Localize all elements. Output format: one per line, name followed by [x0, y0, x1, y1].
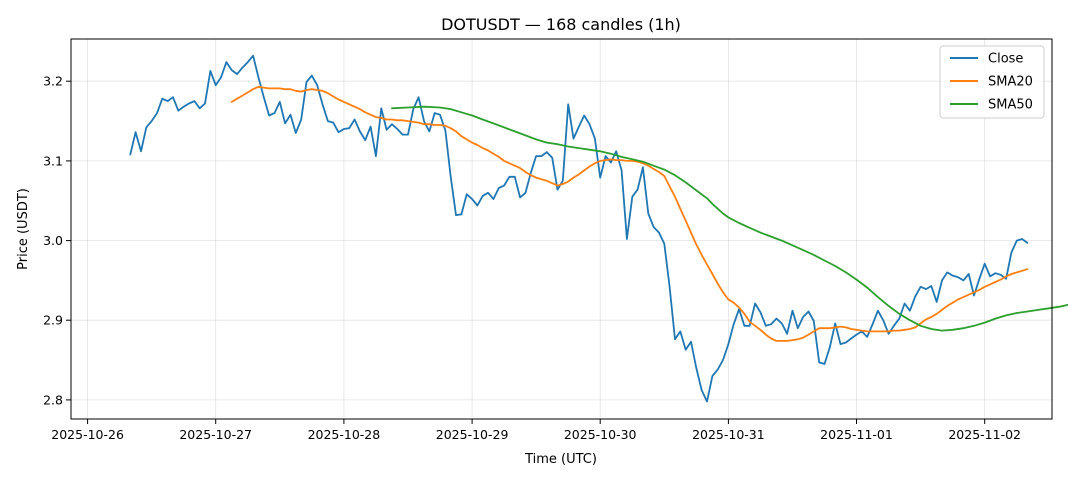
legend-sma20-label: SMA20	[988, 75, 1033, 90]
x-tick-label: 2025-10-31	[692, 427, 765, 442]
y-tick-label: 2.8	[43, 392, 63, 407]
x-tick-label: 2025-10-29	[436, 427, 509, 442]
x-tick-label: 2025-10-30	[564, 427, 637, 442]
series-line-sma20	[230, 85, 1029, 342]
series-line-sma50	[391, 105, 1068, 332]
plot-frame	[70, 38, 1053, 420]
series-lines	[129, 54, 1068, 403]
y-tick-label: 3.0	[43, 233, 63, 248]
legend-close-label: Close	[988, 52, 1023, 67]
x-axis-label: Time (UTC)	[524, 452, 597, 467]
x-tick-label: 2025-10-26	[51, 427, 124, 442]
chart-title: DOTUSDT — 168 candles (1h)	[441, 15, 681, 34]
grid-lines	[71, 39, 1052, 419]
y-tick-label: 3.2	[43, 74, 63, 89]
legend-sma50-label: SMA50	[988, 98, 1033, 113]
y-tick-label: 3.1	[43, 153, 63, 168]
x-tick-label: 2025-10-27	[179, 427, 252, 442]
x-tick-label: 2025-11-02	[948, 427, 1021, 442]
y-tick-label: 2.9	[43, 313, 63, 328]
legend-box	[939, 45, 1045, 119]
y-axis-label: Price (USDT)	[16, 188, 31, 270]
x-axis-ticks: 2025-10-26 2025-10-27 2025-10-28 2025-10-29…	[51, 419, 1021, 442]
x-tick-label: 2025-11-01	[820, 427, 893, 442]
legend: Close SMA20 SMA50	[939, 45, 1045, 119]
x-tick-label: 2025-10-28	[308, 427, 381, 442]
series-line-close	[129, 54, 1029, 403]
y-axis-ticks: 2.8 2.9 3.0 3.1 3.2	[43, 74, 71, 407]
